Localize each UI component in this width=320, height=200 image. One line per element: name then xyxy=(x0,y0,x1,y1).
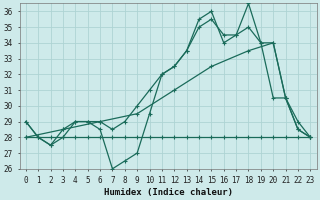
X-axis label: Humidex (Indice chaleur): Humidex (Indice chaleur) xyxy=(104,188,233,197)
